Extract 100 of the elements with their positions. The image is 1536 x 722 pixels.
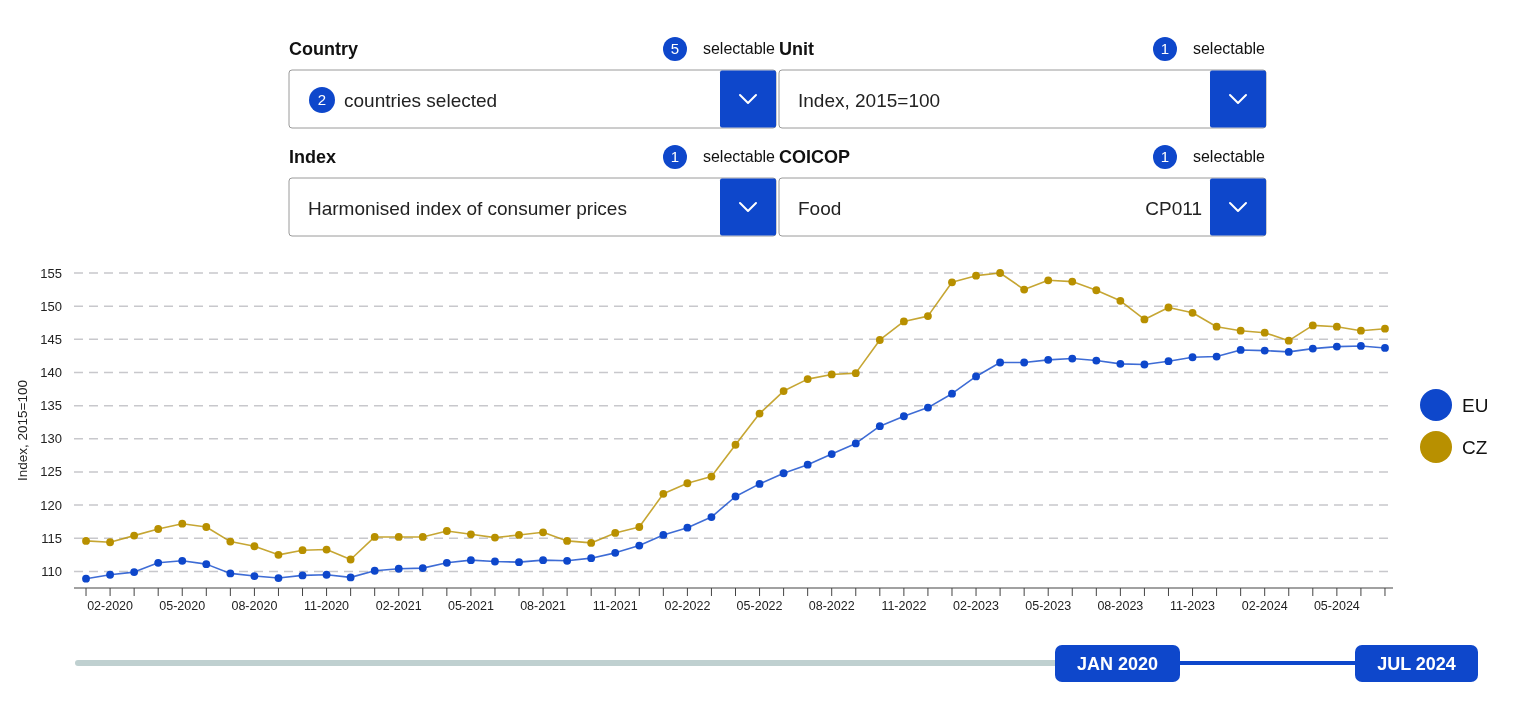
point bbox=[466, 530, 475, 539]
point bbox=[899, 317, 908, 326]
point bbox=[996, 358, 1005, 367]
point bbox=[178, 519, 187, 528]
text: Index, 2015=100 bbox=[798, 90, 941, 111]
point bbox=[1212, 322, 1221, 331]
x-tick-label: 05-2021 bbox=[447, 599, 494, 613]
point bbox=[1332, 322, 1341, 331]
point bbox=[827, 370, 836, 379]
point bbox=[924, 403, 932, 412]
x-tick-label: 08-2022 bbox=[808, 599, 855, 613]
point bbox=[1116, 296, 1125, 305]
text: 1 bbox=[1160, 148, 1170, 166]
point bbox=[274, 574, 283, 582]
point bbox=[875, 336, 884, 344]
y-tick-label: 140 bbox=[40, 365, 62, 381]
x-tick-label: 11-2020 bbox=[304, 599, 350, 613]
y-tick-label: 135 bbox=[40, 398, 62, 414]
point bbox=[1188, 353, 1197, 362]
point bbox=[1092, 356, 1101, 365]
point bbox=[226, 569, 235, 578]
point bbox=[491, 557, 499, 566]
text: Food bbox=[798, 198, 842, 219]
point bbox=[226, 537, 235, 546]
point bbox=[1212, 352, 1221, 361]
point bbox=[1308, 344, 1317, 353]
point bbox=[298, 546, 307, 555]
point bbox=[106, 570, 114, 579]
point bbox=[803, 375, 812, 384]
text: 1 bbox=[1160, 40, 1170, 58]
y-tick-label: 145 bbox=[40, 331, 62, 347]
point bbox=[346, 573, 355, 582]
point bbox=[587, 539, 596, 547]
y-tick-label: 110 bbox=[41, 563, 62, 579]
point bbox=[1092, 286, 1101, 295]
point bbox=[683, 479, 692, 488]
point bbox=[875, 422, 884, 431]
point bbox=[1116, 359, 1125, 368]
point bbox=[755, 479, 764, 488]
point bbox=[394, 564, 403, 573]
x-tick-label: 02-2021 bbox=[375, 599, 422, 613]
point bbox=[755, 409, 764, 418]
point bbox=[322, 545, 331, 554]
point bbox=[418, 533, 427, 541]
point bbox=[1381, 344, 1389, 352]
y-tick-label: 120 bbox=[40, 497, 62, 513]
point bbox=[707, 472, 716, 481]
point bbox=[202, 523, 211, 531]
point bbox=[948, 278, 956, 287]
point bbox=[418, 564, 427, 573]
point bbox=[346, 555, 355, 564]
point bbox=[635, 523, 644, 531]
point bbox=[635, 541, 644, 550]
text: 5 bbox=[670, 40, 680, 58]
point bbox=[274, 550, 283, 559]
point bbox=[1068, 277, 1077, 286]
point bbox=[1020, 285, 1029, 294]
y-tick-label: 115 bbox=[41, 530, 62, 546]
text: selectable bbox=[702, 148, 776, 165]
point bbox=[779, 387, 788, 395]
point bbox=[1381, 324, 1389, 333]
point bbox=[659, 489, 668, 498]
point bbox=[1020, 358, 1029, 367]
point bbox=[539, 528, 547, 537]
point bbox=[1044, 355, 1053, 364]
point bbox=[924, 312, 932, 321]
text: COICOP bbox=[779, 147, 851, 167]
point bbox=[659, 531, 668, 539]
text: CP011 bbox=[1145, 198, 1202, 219]
point bbox=[442, 527, 451, 535]
point bbox=[731, 440, 740, 449]
y-tick-label: 155 bbox=[40, 265, 62, 281]
point bbox=[106, 538, 114, 547]
y-tick-label: 125 bbox=[40, 464, 62, 480]
point bbox=[683, 523, 692, 532]
y-axis-title: Index, 2015=100 bbox=[15, 380, 30, 481]
text: JAN 2020 bbox=[1076, 653, 1159, 674]
point bbox=[1308, 321, 1317, 330]
y-tick-label: 130 bbox=[40, 431, 62, 447]
point bbox=[130, 531, 139, 540]
point bbox=[1357, 342, 1365, 350]
point bbox=[1236, 346, 1245, 354]
x-tick-label: 05-2024 bbox=[1313, 599, 1360, 613]
point bbox=[1260, 346, 1269, 355]
x-tick-label: 02-2023 bbox=[953, 599, 1000, 613]
point bbox=[515, 531, 523, 539]
point bbox=[563, 537, 572, 545]
x-tick-label: 08-2023 bbox=[1097, 599, 1144, 613]
x-tick-label: 08-2020 bbox=[231, 599, 278, 613]
point bbox=[202, 560, 211, 569]
x-tick-label: 11-2021 bbox=[592, 599, 638, 613]
point bbox=[1164, 303, 1173, 312]
point bbox=[827, 450, 836, 458]
point bbox=[178, 556, 187, 565]
point bbox=[1068, 354, 1077, 363]
x-tick-label: 05-2023 bbox=[1025, 599, 1072, 613]
x-tick-label: 02-2020 bbox=[87, 599, 134, 613]
point bbox=[1140, 315, 1149, 324]
point bbox=[515, 558, 523, 567]
point bbox=[1357, 326, 1365, 335]
